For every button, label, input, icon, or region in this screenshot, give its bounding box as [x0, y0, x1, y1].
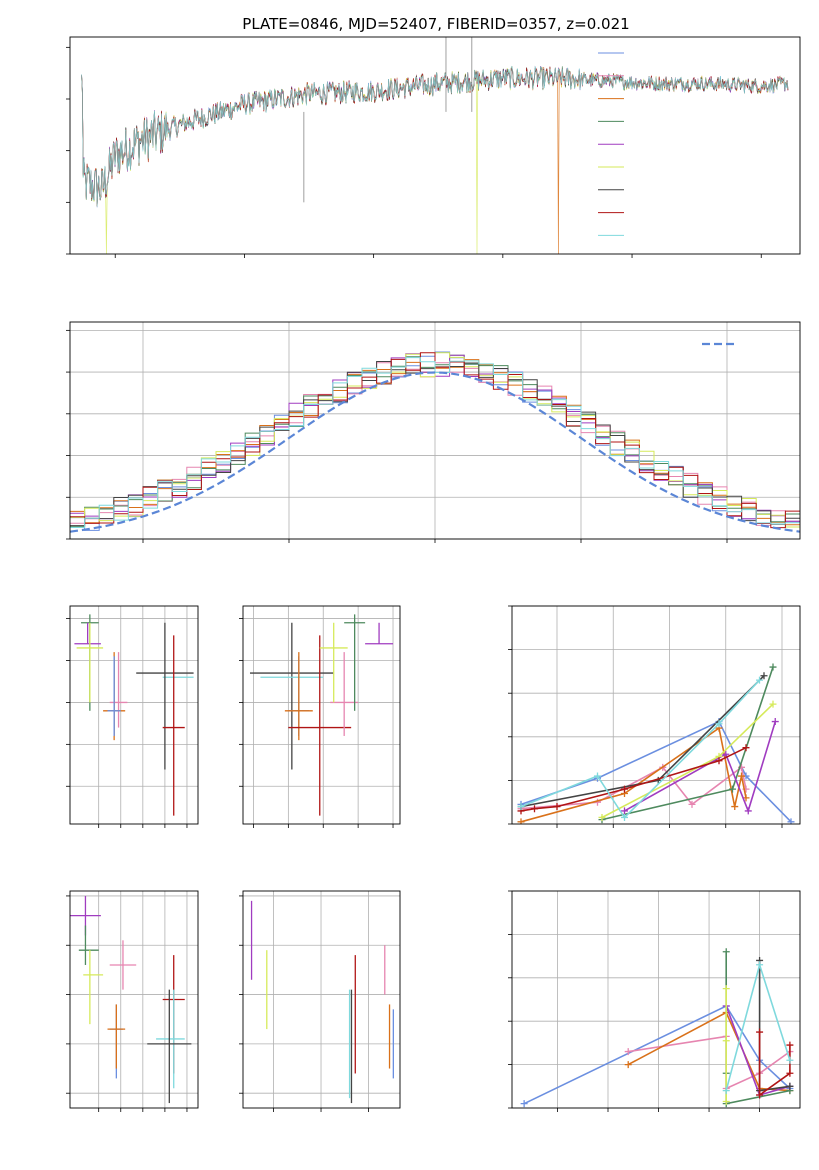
axes-frame [242, 605, 401, 825]
weight-marker-salpeter-miles [688, 800, 696, 808]
weight-line-chabrier-miles [523, 1004, 791, 1105]
panel-mass-vs-ebv [239, 890, 401, 1112]
weight-marker-salpeter-stelib [621, 785, 628, 793]
plot-area [249, 614, 394, 816]
plot-area [250, 900, 394, 1104]
weight-marker-kroupa-elodie [722, 1097, 730, 1105]
weight-marker-kroupa-stelib [517, 803, 525, 811]
spectrum-kroupa-elodie [81, 67, 789, 254]
histogram-kroupa-stelib [70, 357, 800, 528]
weight-line-kroupa-elodie [601, 703, 774, 819]
gaussian-curve [70, 371, 800, 533]
plot-layer [66, 36, 801, 1112]
weight-line-salpeter-elodie [624, 721, 777, 814]
histogram-salpeter-stelib [70, 352, 800, 529]
weight-marker-chabrier-elodie [769, 663, 777, 671]
weight-marker-kroupa-stelib [786, 1056, 794, 1064]
weight-marker-salpeter-elodie [621, 807, 628, 815]
panel-weights-vs-metallicity [508, 890, 801, 1112]
weight-marker-chabrier-elodie [729, 785, 736, 793]
weight-marker-kroupa-elodie [722, 1037, 730, 1045]
spectrum-kroupa-miles [81, 66, 789, 254]
weight-marker-kroupa-elodie [769, 700, 777, 708]
weight-marker-salpeter-miles [624, 1048, 632, 1056]
weight-marker-kroupa-miles [738, 772, 745, 780]
panel-age-vs-metallicity [66, 605, 199, 828]
weight-marker-kroupa-stelib [722, 1087, 730, 1095]
panel-mass-vs-metallicity [66, 890, 199, 1112]
weight-marker-kroupa-miles [624, 1061, 632, 1069]
weight-marker-salpeter-stelib [786, 1069, 794, 1077]
plot-area [74, 614, 194, 816]
weight-marker-chabrier-stelib [786, 1082, 794, 1090]
weight-marker-salpeter-stelib [715, 757, 723, 765]
weight-line-salpeter-miles [520, 765, 747, 810]
panel-age-vs-mass [239, 605, 401, 828]
weight-marker-salpeter-stelib [786, 1041, 794, 1049]
spectrum-kroupa-stelib [81, 65, 789, 207]
weight-marker-kroupa-elodie [598, 813, 606, 821]
panel-spectrum [66, 36, 801, 258]
weight-marker-salpeter-stelib [756, 1091, 764, 1099]
weight-marker-kroupa-stelib [756, 961, 764, 969]
grid [512, 605, 800, 825]
axes-frame [69, 321, 801, 540]
axes-frame [242, 890, 401, 1109]
weight-marker-kroupa-elodie [722, 985, 730, 993]
plot-area [81, 37, 789, 254]
plot-area [520, 948, 794, 1108]
weight-marker-chabrier-miles [787, 818, 795, 824]
panel-weights-vs-age [508, 605, 801, 828]
panel-residuals [66, 321, 801, 543]
spectrum-legend [598, 52, 624, 236]
plot-area [70, 895, 192, 1104]
weight-marker-kroupa-stelib [621, 813, 628, 821]
weight-marker-kroupa-stelib [756, 676, 763, 684]
axes-frame [511, 605, 801, 825]
weight-marker-salpeter-stelib [553, 803, 561, 811]
axes-frame [511, 890, 801, 1109]
weight-line-kroupa-stelib [725, 961, 791, 1091]
grid [70, 606, 198, 824]
weight-marker-kroupa-stelib [594, 772, 601, 780]
weight-marker-chabrier-elodie [722, 948, 730, 956]
axes-frame [69, 605, 199, 825]
grid [243, 606, 400, 824]
weight-marker-salpeter-elodie [771, 718, 779, 726]
axes-frame [69, 36, 801, 255]
weight-marker-salpeter-elodie [722, 750, 730, 758]
weight-marker-chabrier-miles [520, 1100, 528, 1108]
grid [243, 891, 400, 1108]
weight-marker-chabrier-stelib [760, 672, 768, 680]
weight-marker-kroupa-miles [517, 818, 525, 824]
weight-marker-salpeter-stelib [742, 744, 750, 752]
figure-title: PLATE=0846, MJD=52407, FIBERID=0357, z=0… [242, 15, 629, 33]
plot-area [517, 663, 795, 824]
weight-marker-salpeter-stelib [531, 805, 538, 813]
weight-marker-kroupa-stelib [715, 720, 723, 728]
weight-line-chabrier-stelib [520, 675, 765, 808]
weight-line-salpeter-elodie [725, 1005, 791, 1096]
axes-frame [69, 890, 199, 1109]
weight-line-chabrier-elodie [601, 666, 774, 821]
weight-line-kroupa-miles [520, 726, 747, 823]
plot-area [70, 351, 800, 533]
weight-marker-salpeter-stelib [756, 1028, 764, 1036]
weight-marker-salpeter-elodie [744, 807, 752, 815]
weight-marker-kroupa-miles [731, 803, 739, 811]
